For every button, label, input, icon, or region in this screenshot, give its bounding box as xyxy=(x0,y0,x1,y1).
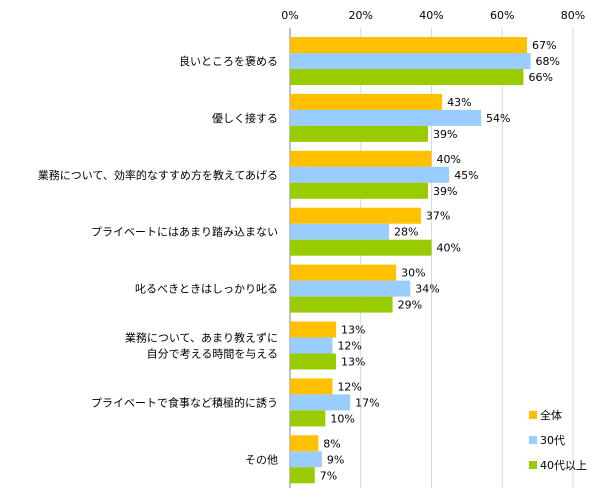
legend: 全体 30代 40代以上 xyxy=(529,408,587,472)
data-label: 30% xyxy=(401,267,425,280)
data-label: 13% xyxy=(341,356,365,369)
bar xyxy=(290,223,390,240)
legend-label: 30代 xyxy=(540,434,565,447)
category-label: 良いところを褒める xyxy=(179,54,278,68)
category-label: 優しく接する xyxy=(212,112,278,125)
bar xyxy=(290,69,524,85)
x-tick-labels: 0% 20% 40% 60% 80% xyxy=(281,9,585,22)
data-label: 17% xyxy=(355,396,379,409)
bar xyxy=(290,109,482,126)
bar xyxy=(290,37,528,53)
bar xyxy=(290,394,351,411)
bar xyxy=(290,93,443,110)
x-tick-label: 60% xyxy=(490,9,514,22)
bar xyxy=(290,435,319,452)
data-label: 12% xyxy=(337,340,361,353)
x-tick-label: 20% xyxy=(349,9,373,22)
data-label: 9% xyxy=(327,453,344,466)
data-label: 40% xyxy=(437,153,461,166)
category-label: 叱るべきときはしっかり叱る xyxy=(135,283,278,296)
category-label: その他 xyxy=(245,453,278,466)
bar xyxy=(290,451,322,468)
bar xyxy=(290,353,336,370)
data-label: 7% xyxy=(320,469,337,482)
x-tick-label: 40% xyxy=(419,9,443,22)
data-label: 10% xyxy=(330,412,354,425)
bar xyxy=(290,239,432,256)
data-label: 43% xyxy=(447,96,471,109)
data-label: 29% xyxy=(398,299,422,312)
data-label: 28% xyxy=(394,226,418,239)
bar xyxy=(290,378,333,395)
category-labels: 良いところを褒める優しく接する業務について、効率的なすすめ方を教えてあげるプライ… xyxy=(38,54,278,466)
data-label: 68% xyxy=(536,55,560,68)
legend-label: 40代以上 xyxy=(540,459,587,472)
bar xyxy=(290,296,393,313)
legend-swatch xyxy=(529,436,537,444)
legend-swatch xyxy=(529,461,537,469)
bar xyxy=(290,410,326,427)
data-label: 39% xyxy=(433,128,457,141)
data-label: 13% xyxy=(341,324,365,337)
x-tick-label: 0% xyxy=(281,9,298,22)
data-label: 45% xyxy=(454,169,478,182)
bars xyxy=(290,37,531,484)
category-label: 自分で考える時間を与える xyxy=(147,348,278,361)
category-label: プライベートで食事など積極的に誘う xyxy=(91,395,278,409)
bar xyxy=(290,280,411,297)
data-label: 12% xyxy=(337,380,361,393)
bar xyxy=(290,166,450,183)
bar xyxy=(290,321,336,338)
data-label: 66% xyxy=(528,71,552,84)
bar xyxy=(290,337,333,354)
bar xyxy=(290,125,428,142)
data-label: 8% xyxy=(323,437,340,450)
bar xyxy=(290,264,397,281)
category-label: 業務について、効率的なすすめ方を教えてあげる xyxy=(38,168,278,182)
bar xyxy=(290,467,315,484)
data-label: 40% xyxy=(437,242,461,255)
bar xyxy=(290,182,428,199)
bar xyxy=(290,53,531,69)
data-label: 37% xyxy=(426,210,450,223)
x-tick-label: 80% xyxy=(561,9,585,22)
category-label: プライベートにはあまり踏み込まない xyxy=(91,225,278,239)
data-label: 54% xyxy=(486,112,510,125)
category-label: 業務について、あまり教えずに xyxy=(125,331,278,345)
data-label: 34% xyxy=(415,283,439,296)
data-label: 39% xyxy=(433,185,457,198)
legend-swatch xyxy=(529,411,537,419)
data-label: 67% xyxy=(532,39,556,52)
bar xyxy=(290,150,432,167)
legend-label: 全体 xyxy=(540,408,562,422)
value-labels: 67% 43% 40% 37% 30% 13% 12% 8% 68% 54% 45% 28% 34% 12… xyxy=(320,39,560,482)
bar xyxy=(290,207,421,224)
